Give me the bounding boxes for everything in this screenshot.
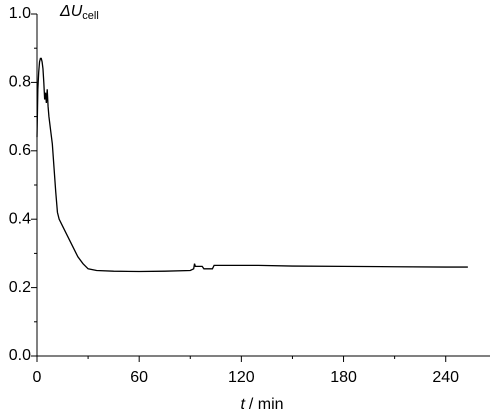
y-label-sub: cell bbox=[82, 10, 99, 22]
x-tick-label: 60 bbox=[130, 369, 148, 386]
x-label-unit: / min bbox=[249, 396, 284, 413]
y-tick-label: 0.6 bbox=[9, 142, 31, 159]
data-line bbox=[36, 57, 468, 273]
y-tick-label: 0.2 bbox=[9, 279, 31, 296]
x-tick-label: 120 bbox=[228, 369, 255, 386]
y-tick-label: 0.0 bbox=[9, 347, 31, 364]
y-tick-label: 1.0 bbox=[9, 5, 31, 22]
x-label-symbol: t bbox=[240, 396, 245, 413]
x-tick-label: 0 bbox=[33, 369, 42, 386]
y-tick-label: 0.8 bbox=[9, 74, 31, 91]
x-axis-label: t / min bbox=[240, 396, 283, 413]
y-label-main: ΔU bbox=[59, 3, 83, 20]
y-axis-label: ΔUcell bbox=[59, 3, 99, 22]
y-tick-label: 0.4 bbox=[9, 210, 31, 227]
x-tick-label: 180 bbox=[330, 369, 357, 386]
x-tick-label: 240 bbox=[432, 369, 459, 386]
